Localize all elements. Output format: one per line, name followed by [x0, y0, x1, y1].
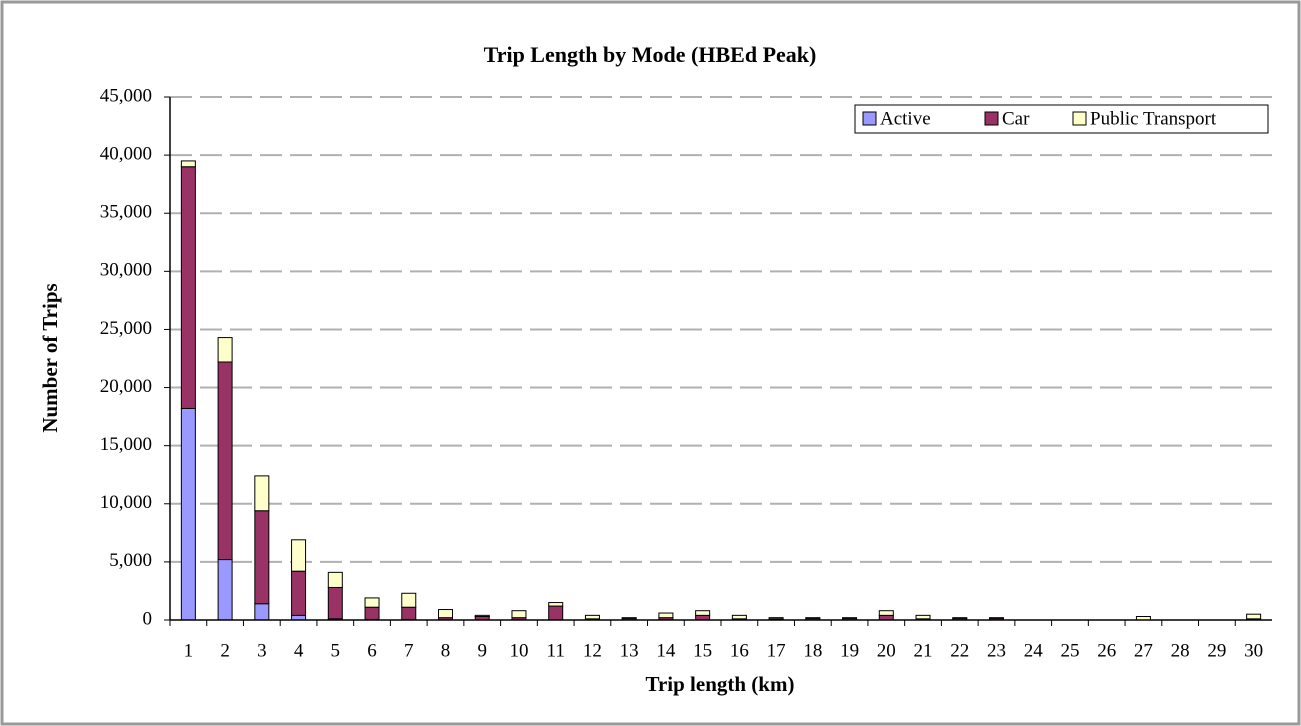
x-tick-label: 23 — [987, 640, 1006, 661]
x-tick-label: 3 — [257, 640, 267, 661]
x-tick-label: 17 — [767, 640, 786, 661]
x-tick-label: 11 — [547, 640, 565, 661]
x-tick-label: 20 — [877, 640, 896, 661]
y-tick-label: 30,000 — [100, 260, 152, 281]
legend-box — [854, 104, 1269, 134]
x-tick-label: 2 — [220, 640, 230, 661]
x-tick-label: 27 — [1134, 640, 1153, 661]
legend-swatch — [862, 111, 877, 126]
x-tick-label: 24 — [1024, 640, 1044, 661]
bar-segment — [768, 617, 784, 620]
y-tick-label: 0 — [143, 608, 153, 629]
x-tick-label: 22 — [950, 640, 969, 661]
bar-segment — [658, 612, 674, 619]
bar-segment — [254, 510, 270, 605]
bar-segment — [621, 617, 637, 619]
y-tick-label: 10,000 — [100, 492, 152, 513]
x-tick-label: 19 — [840, 640, 859, 661]
x-tick-label: 4 — [294, 640, 304, 661]
bar-segment — [438, 609, 453, 619]
y-axis-label: Number of Trips — [38, 283, 62, 432]
bar-segment — [254, 475, 270, 512]
y-tick-label: 25,000 — [100, 318, 152, 339]
bar-segment — [952, 617, 968, 619]
bar-segment — [805, 617, 821, 619]
bar-segment — [327, 586, 343, 620]
x-tick-label: 5 — [331, 640, 341, 661]
bar-segment — [291, 539, 307, 572]
x-tick-label: 13 — [620, 640, 639, 661]
bar-segment — [364, 606, 380, 620]
x-tick-label: 18 — [803, 640, 822, 661]
bar-segment — [474, 614, 490, 618]
x-tick-label: 6 — [367, 640, 377, 661]
bar-segment — [695, 610, 711, 616]
x-tick-label: 1 — [184, 640, 194, 661]
bar-segment — [584, 614, 600, 620]
bar-segment — [842, 617, 858, 619]
bar-segment — [401, 606, 417, 620]
legend-label: Car — [1002, 108, 1030, 129]
bar-segment — [364, 597, 380, 608]
x-axis-label: Trip length (km) — [646, 672, 795, 696]
y-tick-label: 45,000 — [100, 85, 152, 106]
bar-segment — [989, 617, 1004, 619]
bar-segment — [401, 592, 417, 608]
bar-segment — [180, 160, 196, 168]
legend-label: Active — [880, 108, 931, 129]
bar-segment — [548, 602, 564, 607]
bar-segment — [254, 603, 270, 621]
x-tick-label: 21 — [914, 640, 933, 661]
y-tick-label: 5,000 — [109, 550, 152, 571]
y-tick-label: 40,000 — [100, 143, 152, 164]
x-tick-label: 29 — [1207, 640, 1226, 661]
x-tick-label: 28 — [1171, 640, 1190, 661]
bar-segment — [511, 610, 527, 619]
bar-segment — [1246, 613, 1262, 620]
legend-swatch — [1072, 111, 1087, 126]
bar-segment — [217, 361, 233, 561]
legend-label: Public Transport — [1090, 108, 1217, 129]
x-tick-label: 30 — [1244, 640, 1263, 661]
bar-segment — [548, 605, 564, 621]
x-tick-label: 26 — [1097, 640, 1116, 661]
bar-segment — [878, 610, 894, 616]
x-tick-label: 8 — [441, 640, 451, 661]
bar-segment — [915, 614, 931, 620]
y-tick-label: 35,000 — [100, 202, 152, 223]
bar-segment — [217, 337, 233, 363]
bar-segment — [327, 571, 343, 588]
bar-segment — [217, 559, 233, 621]
x-tick-label: 10 — [509, 640, 528, 661]
x-tick-label: 14 — [656, 640, 676, 661]
x-tick-label: 15 — [693, 640, 712, 661]
y-tick-label: 15,000 — [100, 434, 152, 455]
x-tick-label: 12 — [583, 640, 602, 661]
x-tick-label: 25 — [1060, 640, 1079, 661]
y-tick-label: 20,000 — [100, 376, 152, 397]
chart-title: Trip Length by Mode (HBEd Peak) — [484, 42, 817, 67]
legend-swatch — [984, 111, 999, 126]
bar-segment — [180, 166, 196, 409]
x-tick-label: 7 — [404, 640, 414, 661]
bar-segment — [180, 407, 196, 621]
x-tick-label: 9 — [477, 640, 487, 661]
bar-segment — [291, 570, 307, 616]
bar-segment — [731, 614, 747, 620]
x-tick-label: 16 — [730, 640, 749, 661]
